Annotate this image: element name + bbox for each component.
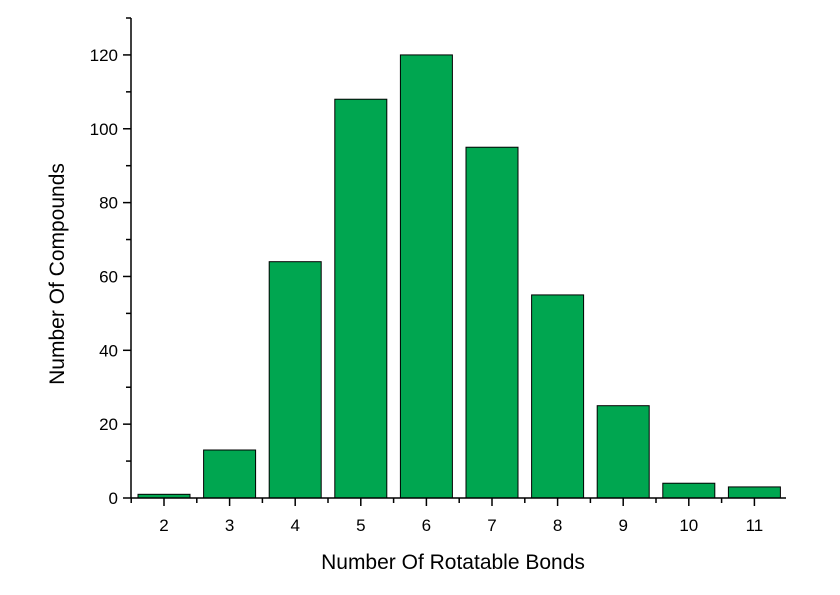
y-axis-label: Number Of Compounds [46,163,69,385]
y-tick-label: 100 [90,120,118,139]
y-tick-label: 20 [99,415,118,434]
y-ticks: 0 20 40 60 80 100 120 [90,17,131,508]
bar-8 [531,294,585,499]
x-tick-label: 2 [159,516,168,535]
bar-5 [334,98,388,499]
axes-layer [130,18,786,499]
y-tick-label: 60 [99,267,118,286]
x-tick-label: 9 [618,516,627,535]
y-tick-label: 120 [90,46,118,65]
bar-4 [268,261,322,499]
y-tick-label: 80 [99,194,118,213]
x-tick-label: 6 [422,516,431,535]
bar-7 [465,146,519,499]
x-tick-label: 5 [356,516,365,535]
y-tick-label: 0 [109,489,118,508]
x-tick-label: 11 [746,516,764,535]
bar-10 [662,482,716,499]
x-tick-label: 7 [487,516,496,535]
bar-3 [203,449,257,499]
x-axis-label: Number Of Rotatable Bonds [321,551,585,574]
x-tick-label: 3 [225,516,234,535]
bar-11 [727,486,781,499]
bar-9 [596,405,650,499]
x-tick-label: 8 [553,516,562,535]
bars-layer [137,54,781,499]
y-tick-label: 40 [99,341,118,360]
bar-6 [399,54,453,499]
x-tick-label: 10 [679,516,698,535]
x-tick-label: 4 [290,516,299,535]
x-ticks: 2 3 4 5 6 7 8 9 10 11 [130,498,764,535]
